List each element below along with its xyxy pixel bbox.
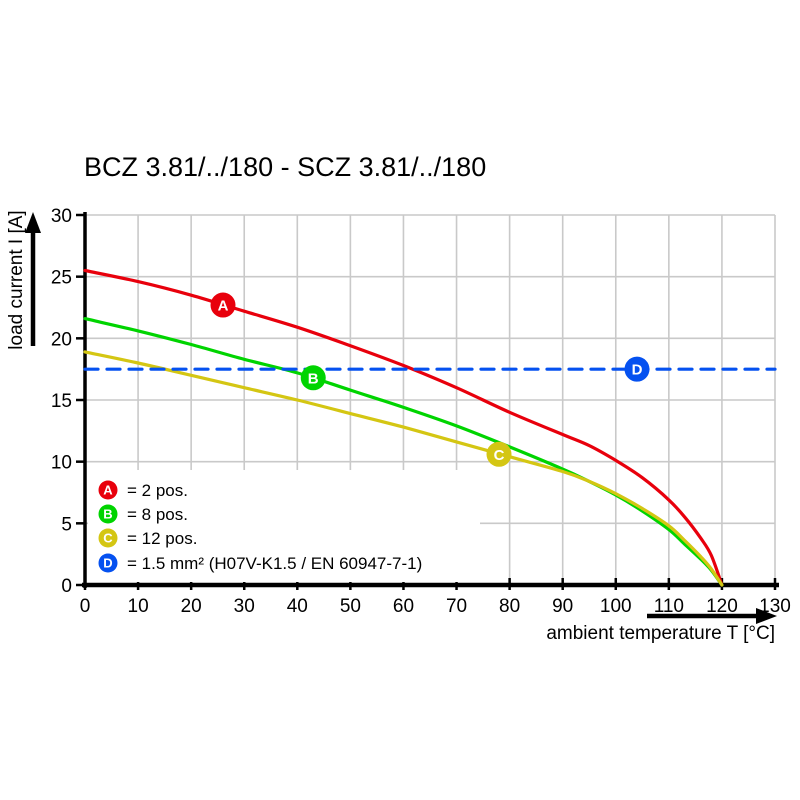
legend-swatch-D <box>98 553 118 573</box>
x-tick-label: 20 <box>181 596 202 617</box>
x-tick-label: 60 <box>393 596 414 617</box>
marker-A <box>210 292 236 318</box>
page-title: BCZ 3.81/../180 - SCZ 3.81/../180 <box>84 152 487 182</box>
legend-swatch-letter-C: C <box>103 531 113 546</box>
curve-A <box>83 268 724 587</box>
legend-label-D: = 1.5 mm² (H07V-K1.5 / EN 60947-7-1) <box>127 554 422 573</box>
legend-box <box>88 470 480 582</box>
y-tick-label: 0 <box>61 576 72 597</box>
y-tick-label: 5 <box>61 514 72 535</box>
x-tick-label: 120 <box>706 596 738 617</box>
marker-letter-B: B <box>308 370 319 387</box>
curve-C <box>83 350 724 587</box>
y-tick-label: 10 <box>51 453 72 474</box>
marker-letter-D: D <box>632 362 643 379</box>
legend-swatch-letter-A: A <box>103 483 113 498</box>
x-tick-label: 30 <box>234 596 255 617</box>
y-tick-label: 20 <box>51 329 72 350</box>
legend-swatch-B <box>98 504 118 524</box>
y-tick-label: 25 <box>51 268 72 289</box>
legend-swatch-letter-D: D <box>103 556 112 571</box>
marker-letter-A: A <box>218 298 229 315</box>
legend-swatch-letter-B: B <box>103 507 112 522</box>
x-tick-label: 100 <box>600 596 632 617</box>
x-tick-label: 130 <box>759 596 791 617</box>
y-tick-label: 30 <box>51 206 72 227</box>
x-tick-label: 90 <box>552 596 573 617</box>
y-axis-arrow-icon <box>25 212 41 233</box>
x-axis-label: ambient temperature T [°C] <box>546 623 775 644</box>
marker-C <box>486 441 512 467</box>
x-axis-arrow-icon <box>756 608 777 624</box>
marker-letter-C: C <box>494 447 505 464</box>
x-tick-label: 40 <box>287 596 308 617</box>
legend-swatch-C <box>98 528 118 548</box>
x-tick-label: 80 <box>499 596 520 617</box>
marker-D <box>624 356 650 382</box>
legend-label-A: = 2 pos. <box>127 481 188 500</box>
marker-B <box>300 365 326 391</box>
legend-label-C: = 12 pos. <box>127 529 197 548</box>
legend-swatch-A <box>98 480 118 500</box>
x-tick-label: 110 <box>654 596 684 617</box>
x-tick-label: 70 <box>446 596 467 617</box>
x-tick-label: 50 <box>340 596 361 617</box>
legend-label-B: = 8 pos. <box>127 505 188 524</box>
curve-B <box>83 317 724 587</box>
x-tick-label: 10 <box>128 596 149 617</box>
x-tick-label: 0 <box>80 596 91 617</box>
y-tick-label: 15 <box>51 391 72 412</box>
